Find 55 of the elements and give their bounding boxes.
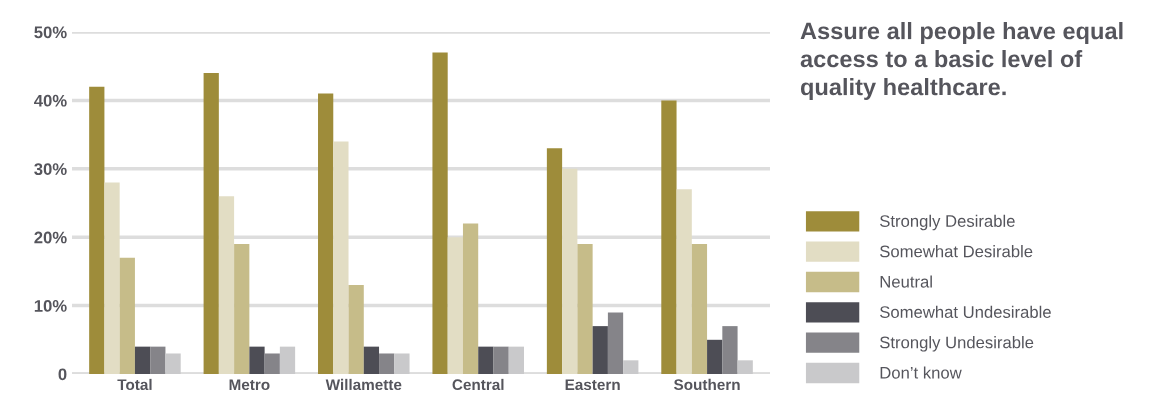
legend-label: Strongly Undesirable <box>880 336 1034 352</box>
legend-label: Don’t know <box>880 366 962 379</box>
bar <box>592 326 608 374</box>
x-tick-label: Total <box>117 378 152 391</box>
text: Assure all people have equal access to a basic level of quality healthcare. <box>800 22 1123 101</box>
bar <box>119 257 135 374</box>
x-tick-label: Metro <box>229 379 270 391</box>
bar <box>379 353 395 374</box>
bar <box>348 285 364 374</box>
bar <box>89 86 105 374</box>
bar <box>478 346 494 374</box>
bar <box>493 346 509 374</box>
legend-label: Neutral <box>880 275 932 288</box>
bar <box>676 189 692 374</box>
bar <box>707 339 723 374</box>
bar <box>279 346 296 374</box>
bar <box>577 244 593 374</box>
y-tick-label: 50% <box>34 26 67 39</box>
bar <box>691 244 708 374</box>
bar <box>104 182 120 374</box>
y-tick-label: 10% <box>34 300 67 312</box>
x-tick-label: Willamette <box>325 378 402 391</box>
bar <box>546 148 563 374</box>
x-tick-label: Central <box>452 378 504 391</box>
y-tick-label: 0 <box>58 368 67 381</box>
y-tick-label: 30% <box>34 163 67 176</box>
bar <box>318 93 334 374</box>
bar <box>150 346 166 374</box>
bar <box>661 100 677 374</box>
bar <box>722 326 738 374</box>
bar <box>432 52 448 374</box>
bar <box>607 312 624 374</box>
bar <box>447 237 463 374</box>
bar <box>462 223 479 374</box>
bar <box>165 353 181 374</box>
bar <box>562 168 578 374</box>
y-tick-label: 20% <box>34 231 67 244</box>
bar <box>363 346 380 374</box>
x-tick-label: Southern <box>673 378 740 391</box>
legend-label: Somewhat Desirable <box>880 245 1033 258</box>
bar <box>264 353 280 374</box>
bar <box>218 196 235 374</box>
bar <box>508 346 524 374</box>
bar <box>333 141 349 374</box>
legend-label: Somewhat Undesirable <box>880 305 1051 318</box>
bar <box>394 353 410 374</box>
legend-label: Strongly Desirable <box>880 214 1015 231</box>
y-tick-label: 40% <box>34 94 67 107</box>
bar <box>249 346 265 374</box>
bar <box>234 244 250 374</box>
bar <box>203 73 219 374</box>
bar <box>623 360 639 374</box>
bar <box>737 360 753 374</box>
x-tick-label: Eastern <box>565 379 620 391</box>
bar <box>134 346 151 374</box>
